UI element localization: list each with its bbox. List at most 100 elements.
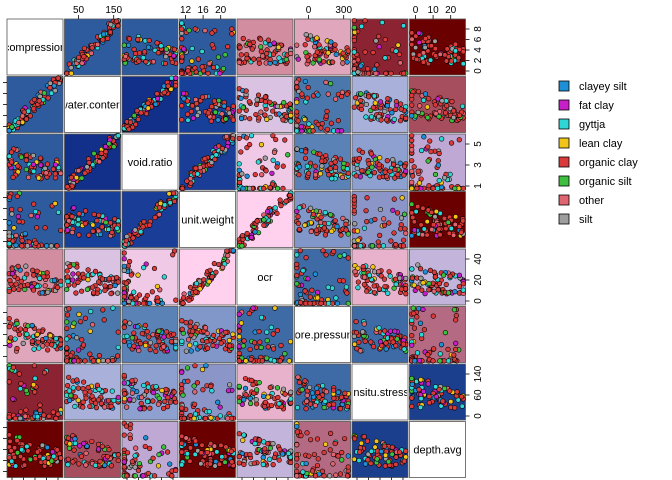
data-point: [403, 168, 409, 174]
data-point: [152, 473, 158, 479]
panel-3-7: [409, 191, 466, 248]
data-point: [420, 306, 426, 313]
data-point: [71, 358, 77, 364]
data-point: [70, 277, 76, 283]
data-point: [344, 404, 351, 410]
data-point: [340, 278, 346, 284]
data-point: [460, 287, 466, 293]
data-point: [460, 49, 466, 55]
data-point: [415, 262, 421, 268]
data-point: [340, 60, 346, 66]
data-point: [428, 43, 435, 49]
data-point: [306, 453, 312, 459]
panel-5-6: [351, 306, 409, 363]
data-point: [345, 464, 351, 470]
data-point: [39, 442, 45, 448]
data-point: [47, 80, 53, 86]
data-point: [420, 205, 426, 211]
data-point: [387, 273, 393, 279]
data-point: [393, 48, 399, 54]
data-point: [332, 159, 338, 165]
data-point: [401, 211, 408, 217]
data-point: [65, 274, 71, 280]
data-point: [105, 226, 112, 232]
data-point: [208, 383, 214, 390]
data-point: [205, 110, 211, 116]
data-point: [90, 290, 97, 296]
data-point: [7, 342, 13, 348]
right-tick-label: 5: [473, 141, 484, 147]
data-point: [192, 26, 198, 32]
panel-4-0: [6, 248, 64, 306]
data-point: [225, 44, 231, 50]
data-point: [343, 284, 350, 290]
data-point: [304, 163, 310, 169]
data-point: [112, 282, 118, 289]
data-point: [17, 453, 24, 460]
data-point: [366, 161, 372, 167]
data-point: [34, 225, 40, 231]
data-point: [255, 159, 261, 165]
data-point: [164, 404, 171, 410]
right-tick-label: 0: [473, 413, 484, 419]
data-point: [453, 317, 459, 323]
data-point: [121, 267, 127, 273]
data-point: [131, 330, 137, 336]
data-point: [313, 227, 320, 233]
data-point: [321, 473, 327, 479]
data-point: [436, 150, 442, 157]
data-point: [294, 42, 300, 48]
data-point: [262, 94, 268, 100]
data-point: [283, 198, 289, 204]
data-point: [418, 275, 424, 281]
data-point: [23, 263, 29, 269]
data-point: [132, 453, 138, 459]
data-point: [107, 220, 114, 226]
data-point: [147, 300, 153, 306]
data-point: [167, 399, 174, 405]
data-point: [140, 55, 146, 61]
data-point: [81, 379, 87, 385]
data-point: [65, 383, 71, 389]
data-point: [193, 289, 199, 295]
data-point: [452, 346, 459, 352]
data-point: [88, 50, 94, 56]
data-point: [24, 271, 30, 277]
data-point: [27, 456, 34, 463]
data-point: [409, 381, 415, 387]
data-point: [73, 175, 80, 181]
data-point: [58, 337, 64, 343]
data-point: [230, 331, 236, 337]
data-point: [366, 94, 372, 100]
data-point: [135, 272, 141, 278]
data-point: [121, 256, 127, 262]
data-point: [64, 358, 70, 364]
data-point: [294, 423, 300, 430]
data-point: [363, 101, 369, 108]
data-point: [287, 101, 293, 107]
data-point: [324, 126, 330, 132]
data-point: [230, 117, 236, 123]
panel-background: [179, 191, 236, 248]
legend-swatch: [558, 156, 570, 168]
data-point: [79, 60, 85, 66]
data-point: [201, 277, 207, 283]
data-point: [169, 473, 175, 479]
data-point: [126, 258, 133, 265]
data-point: [388, 70, 394, 76]
data-point: [451, 307, 458, 313]
data-point: [41, 412, 47, 418]
data-point: [460, 61, 466, 67]
data-point: [397, 118, 404, 124]
data-point: [421, 226, 427, 232]
panel-2-7: [409, 133, 466, 191]
data-point: [136, 292, 143, 298]
data-point: [186, 297, 192, 303]
data-point: [173, 83, 179, 89]
data-point: [414, 350, 421, 356]
data-point: [154, 283, 161, 290]
data-point: [133, 445, 139, 451]
data-point: [241, 432, 247, 438]
data-point: [281, 99, 287, 106]
data-point: [296, 379, 302, 385]
